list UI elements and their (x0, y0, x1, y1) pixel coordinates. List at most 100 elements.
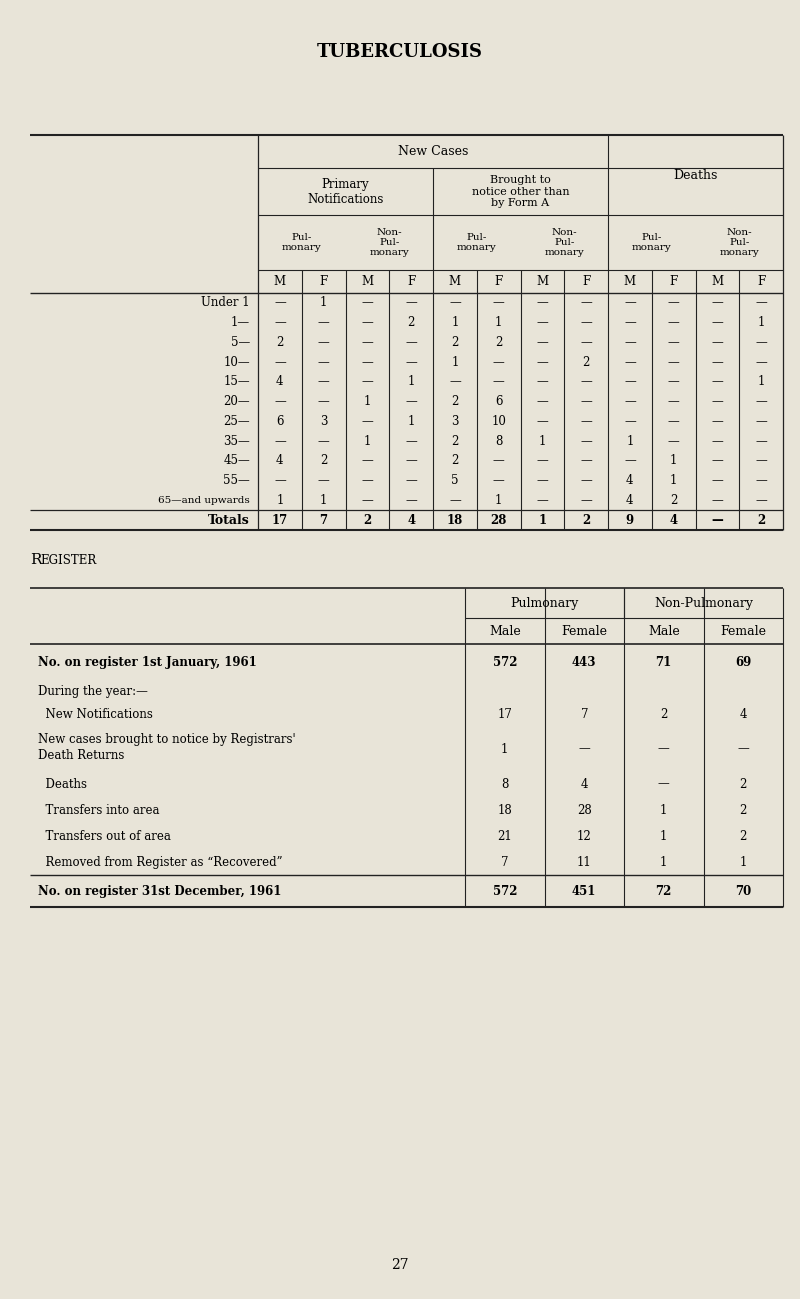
Text: Death Returns: Death Returns (38, 750, 124, 763)
Text: 1: 1 (320, 296, 327, 309)
Text: 10—: 10— (223, 356, 250, 369)
Text: —: — (362, 316, 374, 329)
Text: 1: 1 (739, 856, 747, 869)
Text: —: — (711, 296, 723, 309)
Text: —: — (711, 336, 723, 349)
Text: 2: 2 (495, 336, 502, 349)
Text: M: M (536, 275, 549, 288)
Text: 2: 2 (757, 513, 766, 526)
Text: —: — (711, 435, 723, 448)
Text: 1: 1 (364, 395, 371, 408)
Text: —: — (711, 356, 723, 369)
Text: —: — (318, 336, 330, 349)
Text: —: — (362, 375, 374, 388)
Text: Pul-
monary: Pul- monary (632, 233, 672, 252)
Text: —: — (362, 455, 374, 468)
Text: 2: 2 (582, 356, 590, 369)
Text: New cases brought to notice by Registrars': New cases brought to notice by Registrar… (38, 733, 296, 746)
Text: 2: 2 (451, 455, 458, 468)
Text: 1: 1 (670, 455, 678, 468)
Text: 71: 71 (656, 656, 672, 669)
Text: —: — (755, 474, 767, 487)
Text: —: — (738, 743, 749, 756)
Text: —: — (537, 395, 548, 408)
Text: No. on register 31st December, 1961: No. on register 31st December, 1961 (38, 885, 282, 898)
Text: —: — (711, 316, 723, 329)
Text: 69: 69 (735, 656, 751, 669)
Text: —: — (711, 375, 723, 388)
Text: 1: 1 (495, 316, 502, 329)
Text: 1: 1 (626, 435, 634, 448)
Text: 1: 1 (501, 743, 509, 756)
Text: M: M (274, 275, 286, 288)
Text: —: — (493, 356, 505, 369)
Text: —: — (711, 513, 723, 526)
Text: 2: 2 (739, 830, 747, 843)
Text: Transfers out of area: Transfers out of area (38, 830, 171, 843)
Text: 1: 1 (538, 513, 546, 526)
Text: Transfers into area: Transfers into area (38, 804, 159, 817)
Text: 2: 2 (320, 455, 327, 468)
Text: F: F (494, 275, 502, 288)
Text: —: — (406, 395, 417, 408)
Text: R: R (30, 553, 42, 566)
Text: —: — (580, 435, 592, 448)
Text: F: F (407, 275, 415, 288)
Text: —: — (318, 395, 330, 408)
Text: —: — (755, 395, 767, 408)
Text: 12: 12 (577, 830, 592, 843)
Text: Deaths: Deaths (38, 778, 87, 791)
Text: 572: 572 (493, 656, 517, 669)
Text: M: M (711, 275, 723, 288)
Text: —: — (362, 474, 374, 487)
Text: F: F (670, 275, 678, 288)
Text: 7: 7 (581, 708, 588, 721)
Text: —: — (274, 435, 286, 448)
Text: F: F (582, 275, 590, 288)
Text: 2: 2 (451, 395, 458, 408)
Text: 18: 18 (446, 513, 463, 526)
Text: 1: 1 (276, 494, 283, 507)
Text: 2: 2 (660, 708, 667, 721)
Text: 2: 2 (407, 316, 415, 329)
Text: —: — (755, 336, 767, 349)
Text: —: — (580, 414, 592, 427)
Text: 4: 4 (739, 708, 747, 721)
Text: —: — (318, 435, 330, 448)
Text: 20—: 20— (223, 395, 250, 408)
Text: —: — (274, 296, 286, 309)
Text: —: — (362, 356, 374, 369)
Text: —: — (537, 316, 548, 329)
Text: —: — (658, 743, 670, 756)
Text: 2: 2 (739, 804, 747, 817)
Text: —: — (624, 296, 636, 309)
Text: Pulmonary: Pulmonary (510, 596, 578, 609)
Text: 443: 443 (572, 656, 597, 669)
Text: 1: 1 (364, 435, 371, 448)
Text: Male: Male (648, 625, 680, 638)
Text: —: — (274, 474, 286, 487)
Text: 5: 5 (451, 474, 458, 487)
Text: 2: 2 (276, 336, 283, 349)
Text: 1: 1 (451, 356, 458, 369)
Text: TUBERCULOSIS: TUBERCULOSIS (317, 43, 483, 61)
Text: Female: Female (720, 625, 766, 638)
Text: —: — (318, 316, 330, 329)
Text: 27: 27 (391, 1257, 409, 1272)
Text: —: — (755, 296, 767, 309)
Text: 70: 70 (735, 885, 751, 898)
Text: Non-Pulmonary: Non-Pulmonary (654, 596, 753, 609)
Text: —: — (537, 356, 548, 369)
Text: 2: 2 (363, 513, 371, 526)
Text: —: — (493, 455, 505, 468)
Text: —: — (668, 296, 679, 309)
Text: M: M (362, 275, 374, 288)
Text: —: — (624, 356, 636, 369)
Text: —: — (580, 375, 592, 388)
Text: 5—: 5— (230, 336, 250, 349)
Text: Totals: Totals (208, 513, 250, 526)
Text: 8: 8 (495, 435, 502, 448)
Text: 1—: 1— (231, 316, 250, 329)
Text: 10: 10 (491, 414, 506, 427)
Text: 2: 2 (670, 494, 678, 507)
